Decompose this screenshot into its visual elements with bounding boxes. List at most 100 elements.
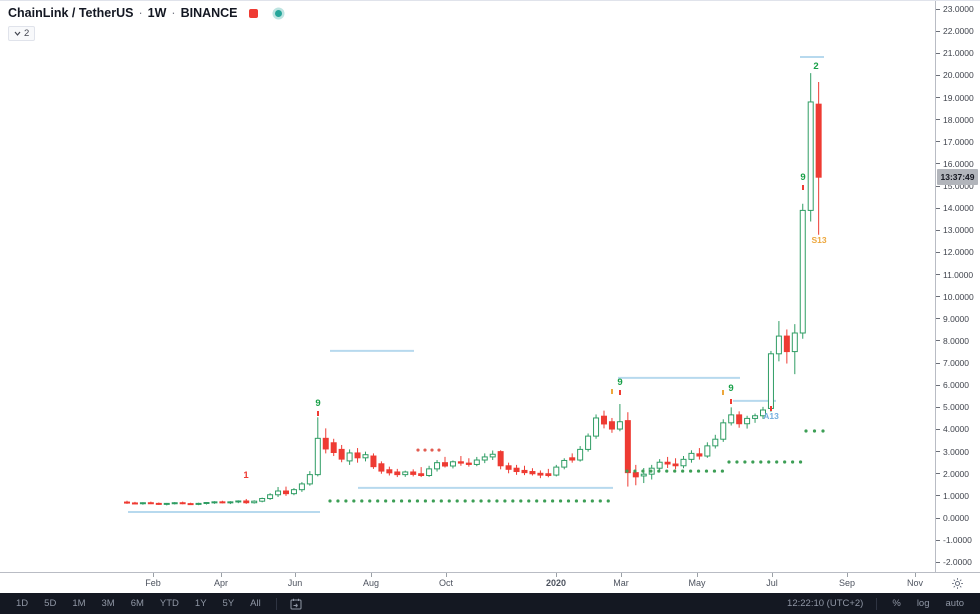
candle-body <box>251 500 258 504</box>
candle-body <box>259 498 266 502</box>
price-tick-label: 14.0000 <box>943 203 974 214</box>
range-button-5d[interactable]: 5D <box>38 596 62 611</box>
gear-icon[interactable] <box>951 577 964 590</box>
price-tick-mark <box>936 561 940 563</box>
candle-body <box>338 448 345 460</box>
price-tick-mark <box>936 517 940 519</box>
clock[interactable]: 12:22:10 (UTC+2) <box>787 598 864 609</box>
td-dot <box>376 499 380 503</box>
interval-label[interactable]: 1W <box>147 6 167 20</box>
time-tick-label: Oct <box>438 578 454 588</box>
candle-body <box>290 489 297 495</box>
time-tick-label: Aug <box>362 578 380 588</box>
price-tick-label: 21.0000 <box>943 48 974 59</box>
symbol-title[interactable]: ChainLink / TetherUS <box>8 6 134 20</box>
td-dot <box>368 499 372 503</box>
exchange-label[interactable]: BINANCE <box>180 6 238 20</box>
td-dot <box>665 469 669 473</box>
range-button-all[interactable]: All <box>244 596 267 611</box>
candle-body <box>744 417 751 425</box>
td-dot <box>352 499 356 503</box>
range-button-1d[interactable]: 1D <box>10 596 34 611</box>
time-tick-label: Jul <box>766 578 778 588</box>
go-to-date-button[interactable] <box>286 598 306 610</box>
candle-body <box>203 502 210 505</box>
time-tick-mark <box>697 573 698 577</box>
live-data-dot-icon <box>274 9 282 17</box>
range-button-ytd[interactable]: YTD <box>154 596 185 611</box>
td-dot <box>447 499 451 503</box>
candle-body <box>155 502 162 505</box>
range-button-1m[interactable]: 1M <box>66 596 91 611</box>
td-dot <box>775 460 779 464</box>
td-label: 9 <box>728 383 733 394</box>
candle-body <box>585 435 592 450</box>
candle-body <box>243 500 250 504</box>
candle-body <box>147 502 154 505</box>
calendar-icon <box>290 598 302 609</box>
candle-body <box>593 417 600 437</box>
scale-button-log[interactable]: log <box>911 596 936 611</box>
td-dot <box>558 499 563 503</box>
price-tick-label: 4.0000 <box>943 424 969 435</box>
candle-body <box>139 502 146 505</box>
candle-body <box>227 501 234 504</box>
candle-body <box>354 452 361 459</box>
bar-close-countdown: 13:37:49 <box>937 169 978 186</box>
td-dot <box>503 499 507 503</box>
td-label: 9 <box>315 398 320 409</box>
candle-body <box>378 463 385 472</box>
td-label: 9 <box>617 377 622 388</box>
td-dot <box>407 499 412 503</box>
range-button-1y[interactable]: 1Y <box>189 596 213 611</box>
range-button-6m[interactable]: 6M <box>125 596 150 611</box>
candle-body <box>775 335 782 355</box>
td-dot <box>606 499 610 503</box>
price-tick-label: -1.0000 <box>943 535 972 546</box>
price-tick-mark <box>936 30 940 32</box>
candle-body <box>418 473 425 477</box>
td-dot <box>649 469 653 473</box>
price-tick-mark <box>936 97 940 99</box>
time-tick-mark <box>446 573 447 577</box>
candle-body <box>656 461 663 469</box>
td-dot <box>574 499 579 503</box>
chart-legend: ChainLink / TetherUS · 1W · BINANCE 2 <box>8 6 282 41</box>
td-dot <box>783 460 787 464</box>
flag-icon[interactable] <box>248 8 258 18</box>
price-tick-label: 6.0000 <box>943 380 969 391</box>
price-tick-mark <box>936 296 940 298</box>
candle-body <box>791 332 798 353</box>
candle-body <box>529 471 536 475</box>
candle-body <box>672 463 679 467</box>
td-dot <box>633 469 637 473</box>
time-axis[interactable]: Feb Apr Jun Aug Oct 2020 Mar May Jul Sep Nov <box>0 572 935 593</box>
indicators-collapsed-chip[interactable]: 2 <box>8 26 36 41</box>
candle-body <box>688 452 695 460</box>
price-tick-label: 11.0000 <box>943 269 974 280</box>
time-tick-label: 2020 <box>545 578 567 588</box>
price-axis[interactable]: 23.0000 22.0000 21.0000 20.0000 19.0000 18.00… <box>935 1 980 593</box>
range-button-3m[interactable]: 3M <box>96 596 121 611</box>
candle-body <box>124 501 130 504</box>
candle-body <box>601 415 607 425</box>
candle-body <box>497 451 504 467</box>
candle-body <box>298 483 305 491</box>
td-dot <box>727 460 731 464</box>
time-tick-label: Apr <box>213 578 229 588</box>
candle-body <box>171 502 178 505</box>
time-tick-label: Nov <box>906 578 924 588</box>
td-tick <box>730 399 732 404</box>
td-dot <box>344 499 348 503</box>
candle-body <box>426 468 433 477</box>
candle-body <box>163 502 170 505</box>
price-tick-mark <box>936 185 940 187</box>
candle-body <box>569 457 576 461</box>
candle-body <box>752 415 759 419</box>
scale-button-auto[interactable]: auto <box>940 596 971 611</box>
range-button-5y[interactable]: 5Y <box>217 596 241 611</box>
title-separator: · <box>138 6 143 20</box>
candle-body <box>521 469 528 474</box>
scale-button-percent[interactable]: % <box>886 596 906 611</box>
